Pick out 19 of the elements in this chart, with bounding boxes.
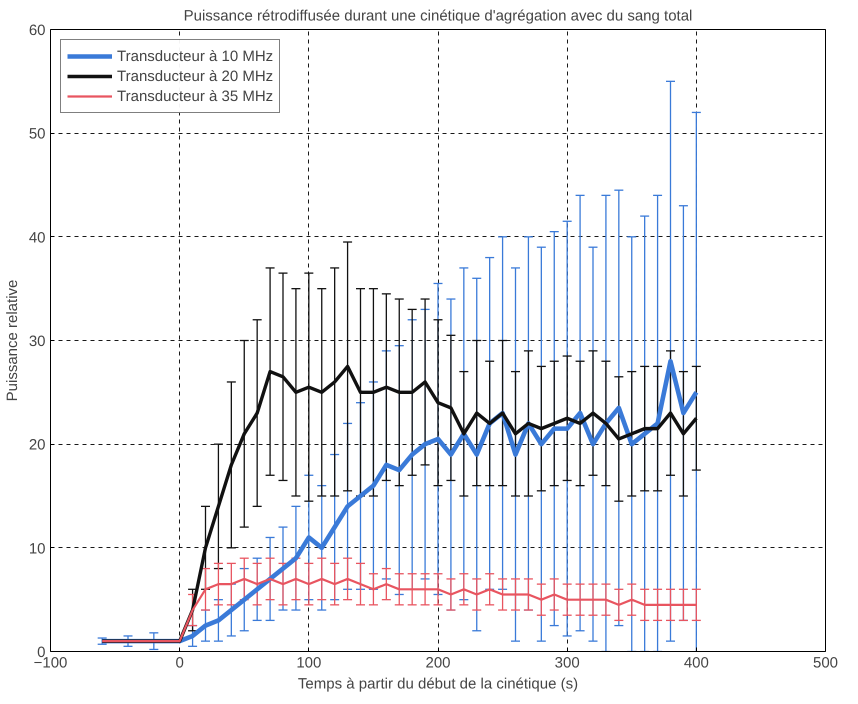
- chart-title: Puissance rétrodiffusée durant une cinétique d'agrégation avec du sang total: [184, 8, 692, 24]
- legend-label: Transducteur à 20 MHz: [117, 68, 274, 84]
- y-tick-label: 40: [28, 229, 46, 246]
- y-tick-label: 20: [28, 436, 46, 454]
- x-tick-label: 200: [425, 654, 451, 672]
- y-tick-label: 30: [28, 333, 46, 350]
- x-tick-label: 300: [554, 654, 580, 672]
- x-tick-label: 500: [812, 654, 838, 672]
- y-tick-label: 50: [28, 126, 46, 143]
- legend-label: Transducteur à 10 MHz: [117, 48, 274, 64]
- y-tick-label: 0: [37, 644, 46, 661]
- y-axis-title: Puissance relative: [4, 280, 21, 402]
- y-tick-label: 10: [28, 540, 46, 558]
- x-tick-label: 0: [175, 654, 184, 672]
- legend-label: Transducteur à 35 MHz: [117, 88, 274, 104]
- x-axis-title: Temps à partir du début de la cinétique (s): [298, 676, 578, 692]
- x-tick-label: 100: [296, 654, 322, 672]
- y-tick-label: 60: [28, 22, 46, 39]
- x-tick-label: 400: [684, 654, 709, 672]
